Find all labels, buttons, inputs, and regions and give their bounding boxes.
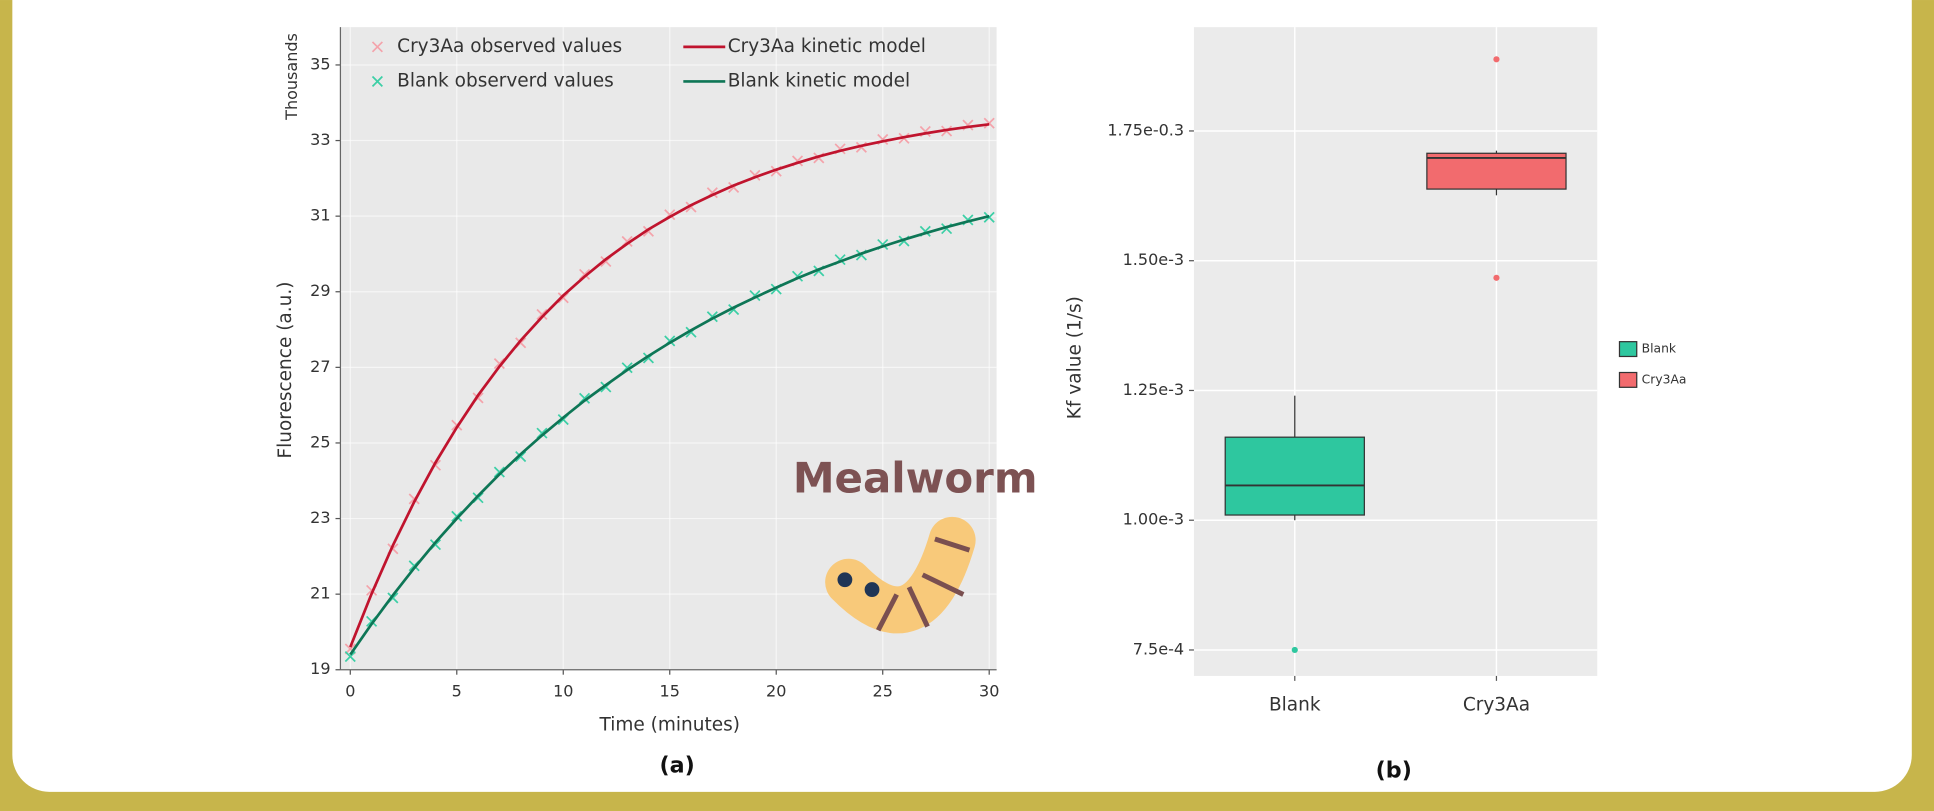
worm-stripe bbox=[934, 536, 971, 553]
x-tick-label: Blank bbox=[1269, 695, 1321, 716]
data-marker bbox=[579, 268, 591, 280]
worm-eye bbox=[837, 572, 853, 588]
y-axis-label: Fluorescence (a.u.) bbox=[275, 282, 296, 459]
x-tick-label: 15 bbox=[660, 681, 680, 700]
legend-label: Blank observerd values bbox=[397, 70, 614, 91]
x-tick-label: 10 bbox=[553, 681, 573, 700]
legend-key bbox=[1618, 371, 1638, 388]
legend-label: Cry3Aa kinetic model bbox=[728, 36, 926, 57]
model-line bbox=[349, 214, 990, 656]
y-tick-label: 1.75e-0.3 bbox=[1107, 120, 1184, 139]
legend-label: Cry3Aa observed values bbox=[397, 36, 622, 57]
x-tick-label: 20 bbox=[766, 681, 786, 700]
y-tick-label: 19 bbox=[310, 659, 330, 678]
box bbox=[1224, 436, 1365, 516]
worm-icon bbox=[825, 516, 976, 634]
y-tick-label: 25 bbox=[310, 432, 330, 451]
x-tick-label: 30 bbox=[979, 681, 999, 700]
data-marker bbox=[493, 466, 505, 478]
y-unit-label: Thousands bbox=[282, 33, 301, 121]
data-marker bbox=[536, 308, 548, 320]
y-tick-label: 35 bbox=[310, 54, 330, 73]
y-tick-label: 1.00e-3 bbox=[1123, 510, 1184, 529]
worm-stripe bbox=[921, 572, 965, 597]
legend-label: Blank kinetic model bbox=[728, 70, 911, 91]
data-marker bbox=[451, 510, 463, 522]
y-tick-label: 7.5e-4 bbox=[1133, 639, 1184, 658]
x-axis-label: Time (minutes) bbox=[599, 714, 740, 735]
plot-background bbox=[1193, 27, 1598, 676]
worm-stripe bbox=[876, 593, 899, 632]
legend-marker bbox=[371, 75, 383, 87]
plot-background bbox=[340, 27, 997, 670]
outlier bbox=[1291, 646, 1298, 654]
data-marker bbox=[515, 451, 527, 463]
y-tick-label: 29 bbox=[310, 281, 330, 300]
y-tick-label: 27 bbox=[310, 357, 330, 376]
x-tick-label: 25 bbox=[873, 681, 893, 700]
x-tick-label: 0 bbox=[345, 681, 355, 700]
x-tick-label: 5 bbox=[452, 681, 462, 700]
worm-eye bbox=[864, 582, 880, 597]
legend-label: Cry3Aa bbox=[1642, 372, 1687, 386]
outlier bbox=[1493, 274, 1500, 281]
y-tick-label: 1.50e-3 bbox=[1123, 250, 1184, 269]
legend-marker bbox=[371, 41, 383, 53]
legend-key bbox=[1618, 341, 1638, 358]
data-marker bbox=[493, 358, 505, 370]
y-tick-label: 33 bbox=[310, 130, 330, 149]
y-tick-label: 23 bbox=[310, 508, 330, 527]
y-axis-label: Kf value (1/s) bbox=[1065, 296, 1086, 419]
worm-body bbox=[825, 516, 976, 634]
data-marker bbox=[344, 650, 356, 663]
annotation: Mealworm bbox=[793, 454, 1038, 503]
data-marker bbox=[536, 427, 548, 439]
box bbox=[1426, 152, 1567, 190]
outlier bbox=[1493, 56, 1500, 63]
data-marker bbox=[557, 292, 569, 304]
model-line bbox=[349, 122, 990, 648]
y-tick-label: 1.25e-3 bbox=[1123, 380, 1184, 399]
y-tick-label: 31 bbox=[310, 206, 330, 225]
legend-label: Blank bbox=[1642, 342, 1677, 356]
caption: (a) bbox=[660, 752, 695, 778]
y-tick-label: 21 bbox=[310, 584, 330, 603]
data-marker bbox=[983, 117, 995, 129]
x-tick-label: Cry3Aa bbox=[1463, 695, 1530, 716]
worm-stripe bbox=[906, 586, 930, 628]
caption: (b) bbox=[1376, 757, 1412, 783]
